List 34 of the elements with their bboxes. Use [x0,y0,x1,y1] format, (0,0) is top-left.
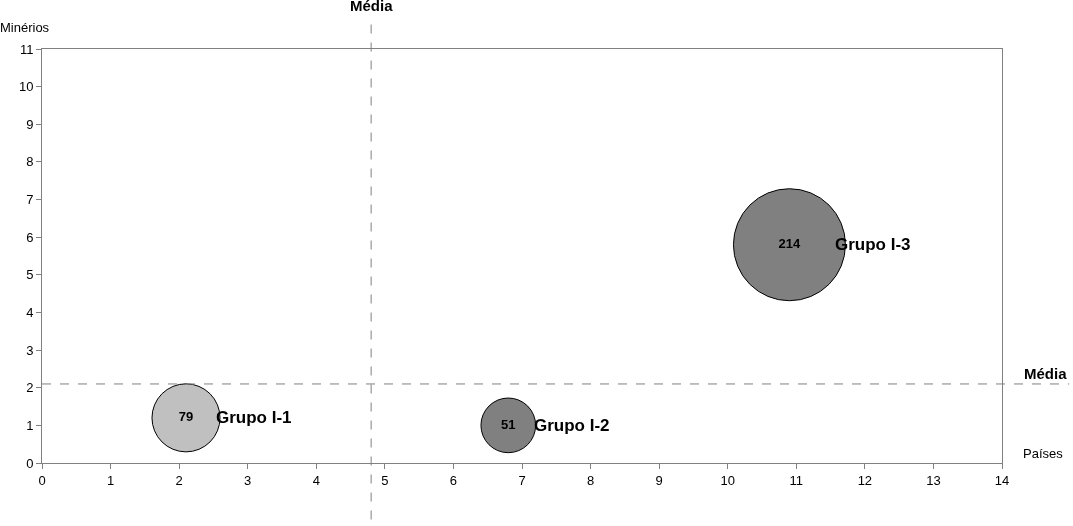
x-tick-label: 8 [586,472,595,488]
y-tick-label: 1 [26,417,34,433]
x-tick-label: 9 [655,472,663,488]
x-tick-label: 4 [312,472,320,488]
x-axis-title: Países [1023,446,1064,461]
y-tick-label: 2 [26,380,34,396]
y-tick-label: 10 [18,79,34,95]
ref-line-label: Média [1024,365,1068,382]
x-tick-label: 6 [449,472,458,488]
x-tick-label: 3 [244,472,252,488]
x-tick-label: 12 [857,472,873,488]
x-tick-label: 0 [38,472,46,488]
y-tick-label: 8 [26,154,34,170]
data-label: 51 [501,416,516,432]
x-tick-label: 14 [994,472,1010,488]
y-tick-label: 5 [26,267,34,283]
x-tick-label: 13 [926,472,941,488]
data-label: 214 [778,235,802,251]
y-tick-label: 9 [26,116,34,132]
y-tick-label: 3 [26,342,34,358]
y-tick-label: 11 [19,41,34,57]
y-axis-title: Minérios [0,20,50,35]
y-tick-label: 7 [26,192,34,208]
y-tick-label: 6 [26,229,34,245]
x-tick-label: 2 [175,472,183,488]
y-tick-label: 4 [26,305,34,320]
y-tick-label: 0 [26,455,34,471]
x-tick-label: 7 [518,472,526,488]
ref-line-label: Média [350,0,394,14]
data-label: 79 [178,409,194,425]
x-tick-label: 10 [720,472,735,488]
x-tick-label: 1 [106,472,115,488]
x-tick-label: 11 [789,472,804,488]
x-tick-label: 5 [381,472,389,488]
